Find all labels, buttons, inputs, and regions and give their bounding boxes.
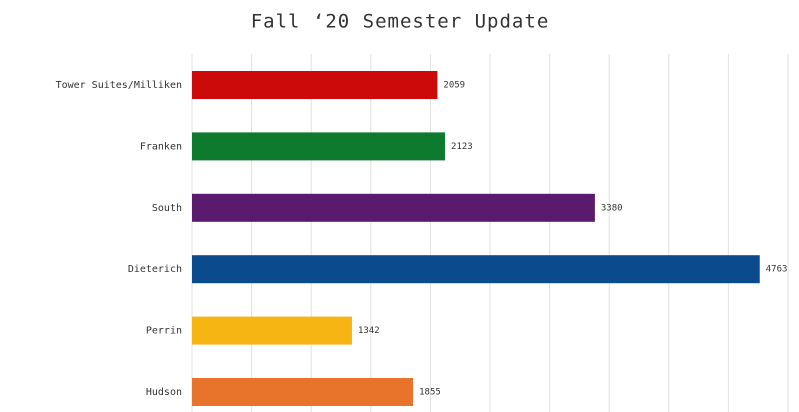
bar — [192, 378, 414, 406]
value-label: 2123 — [451, 142, 473, 152]
y-tick-label: South — [152, 203, 182, 214]
bar — [192, 71, 438, 99]
y-tick-label: Dieterich — [128, 264, 182, 275]
bar — [192, 132, 446, 161]
bar — [192, 193, 595, 222]
y-tick-label: Tower Suites/Milliken — [56, 80, 182, 91]
y-tick-label: Perrin — [146, 326, 182, 337]
value-label: 1342 — [358, 326, 380, 336]
bar — [192, 255, 760, 284]
y-tick-label: Hudson — [146, 387, 182, 398]
value-label: 3380 — [601, 203, 623, 213]
chart-title: Fall ‘20 Semester Update — [251, 11, 550, 33]
y-tick-label: Franken — [140, 141, 182, 152]
value-label: 4763 — [766, 265, 788, 275]
value-label: 2059 — [443, 81, 465, 91]
value-label: 1855 — [419, 388, 441, 398]
bar — [192, 316, 352, 345]
